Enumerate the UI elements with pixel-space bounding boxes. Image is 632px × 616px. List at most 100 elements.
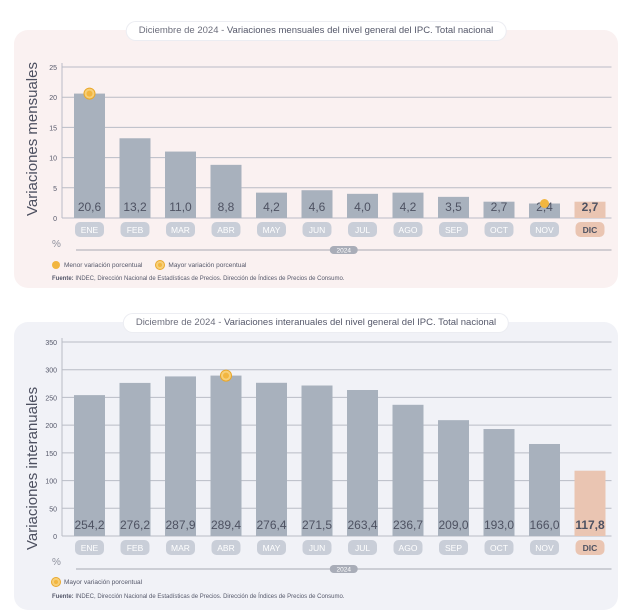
unit-label: % <box>52 557 61 568</box>
bar <box>74 93 105 218</box>
legend-label-max: Mayor variación porcentual <box>168 261 247 269</box>
y-tick-label: 5 <box>53 186 57 193</box>
max-marker-icon <box>52 578 60 586</box>
month-pill <box>439 540 468 555</box>
data-label: 3,5 <box>445 200 462 214</box>
data-label: 4,2 <box>400 200 417 214</box>
y-tick-label: 20 <box>49 95 57 102</box>
y-tick-label: 0 <box>53 216 57 223</box>
month-pill <box>530 540 559 555</box>
month-pill <box>393 540 423 555</box>
data-label: 289,4 <box>211 518 241 532</box>
data-label: 209,0 <box>438 518 468 532</box>
y-tick-label: 25 <box>49 65 57 72</box>
bar <box>256 382 287 536</box>
bar <box>529 203 560 218</box>
x-tick-label: MAR <box>171 543 190 553</box>
month-pill <box>439 222 468 237</box>
month-pill <box>302 222 332 237</box>
unit-label: % <box>52 239 61 250</box>
bar <box>483 201 515 218</box>
bar <box>483 429 515 536</box>
month-pill <box>393 222 423 237</box>
legend-label-max: Mayor variación porcentual <box>64 578 143 586</box>
month-pill <box>75 540 104 555</box>
y-tick-label: 100 <box>45 479 57 486</box>
chart-title-prefix: Diciembre de 2024 - <box>138 25 227 36</box>
data-label: 254,2 <box>74 518 104 532</box>
year-pill <box>329 246 358 254</box>
data-label: 20,6 <box>78 200 102 214</box>
bar <box>119 138 151 218</box>
x-tick-label: SEP <box>445 225 462 235</box>
x-tick-label: ABR <box>217 543 234 553</box>
source-note: Fuente: INDEC, Dirección Nacional de Est… <box>52 276 344 282</box>
month-pill <box>348 540 377 555</box>
x-tick-label: MAY <box>263 543 281 553</box>
x-tick-label: JUL <box>355 225 370 235</box>
bar <box>347 390 378 536</box>
bar <box>574 201 606 218</box>
y-tick-label: 50 <box>49 506 57 513</box>
x-tick-label: OCT <box>490 543 508 553</box>
x-tick-label: NOV <box>535 225 554 235</box>
max-marker-icon <box>156 261 165 269</box>
x-tick-label: FEB <box>127 225 144 235</box>
data-label: 8,8 <box>218 200 235 214</box>
month-pill <box>166 222 195 237</box>
source-note: Fuente: INDEC, Dirección Nacional de Est… <box>52 594 344 600</box>
bar <box>119 382 151 536</box>
month-pill <box>211 222 241 237</box>
x-tick-label: DIC <box>583 225 598 235</box>
x-tick-label: ENE <box>81 543 99 553</box>
legend-item-min: Menor variación porcentual <box>52 261 142 269</box>
x-tick-label: MAY <box>263 225 281 235</box>
x-tick-label: ABR <box>217 225 234 235</box>
legend: Menor variación porcentual Mayor variaci… <box>52 261 260 269</box>
data-label: 2,7 <box>491 200 508 214</box>
bar <box>529 443 560 536</box>
y-tick-label: 150 <box>45 451 57 458</box>
x-tick-label: FEB <box>127 543 144 553</box>
bar <box>74 395 105 536</box>
x-tick-label: JUN <box>309 543 326 553</box>
month-pill <box>166 540 195 555</box>
data-label: 276,2 <box>120 518 150 532</box>
source-label: Fuente: <box>52 276 74 282</box>
bar-chart-yearly: 0 50 100 150 200 250 300 350 254,2 ENE 276,2 FEB 287… <box>45 338 612 574</box>
month-pill <box>348 222 377 237</box>
max-marker-core <box>223 372 229 379</box>
bar <box>301 385 333 536</box>
month-pill <box>484 222 514 237</box>
bar <box>165 376 196 536</box>
chart-title-main: Variaciones mensuales del nivel general … <box>226 25 494 36</box>
bar <box>438 420 469 536</box>
data-label: 287,9 <box>165 518 195 532</box>
year-label: 2024 <box>337 248 352 255</box>
legend-item-max: Mayor variación porcentual <box>156 261 246 269</box>
month-pill <box>575 540 605 555</box>
month-pill <box>530 222 559 237</box>
data-label: 117,8 <box>575 518 605 532</box>
bar <box>210 164 242 218</box>
month-pill <box>211 540 241 555</box>
y-tick-label: 10 <box>49 156 57 163</box>
data-label: 4,6 <box>309 200 326 214</box>
data-label: 2,7 <box>582 200 599 214</box>
data-label: 271,5 <box>302 518 332 532</box>
chart-title: Diciembre de 2024 - Variaciones mensuale… <box>126 22 506 40</box>
data-label: 263,4 <box>347 518 377 532</box>
month-pill <box>257 222 286 237</box>
month-pill <box>120 222 150 237</box>
max-marker-core <box>86 90 93 97</box>
bar <box>347 193 378 218</box>
bar-chart-monthly: 0 5 10 15 20 25 20,6 ENE 13,2 FEB 11,0 MAR 8,8 ABR 4,2… <box>49 63 612 255</box>
bar <box>392 192 424 218</box>
y-tick-label: 200 <box>45 423 57 430</box>
x-tick-label: ENE <box>81 225 99 235</box>
source-text: INDEC, Dirección Nacional de Estadística… <box>75 276 345 282</box>
x-tick-label: OCT <box>490 225 508 235</box>
x-tick-label: JUN <box>309 225 326 235</box>
chart-title-main: Variaciones interanuales del nivel gener… <box>224 317 497 328</box>
data-label: 166,0 <box>529 518 559 532</box>
